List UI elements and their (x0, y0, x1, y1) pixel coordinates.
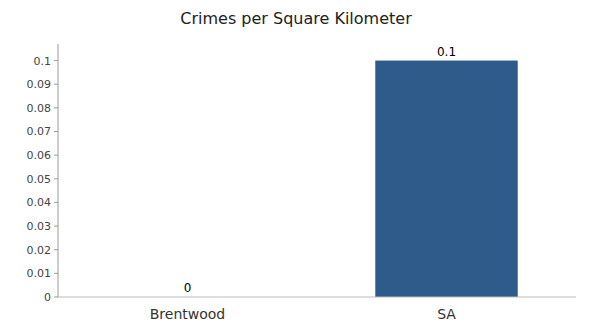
y-tick (54, 155, 58, 156)
y-tick-label: 0.02 (27, 244, 52, 257)
y-tick-label: 0 (44, 291, 51, 304)
y-tick (54, 84, 58, 85)
y-tick-label: 0.09 (27, 78, 52, 91)
y-tick (54, 107, 58, 108)
x-axis-line (58, 297, 576, 298)
data-label: 0.1 (437, 45, 456, 59)
bar (375, 61, 517, 297)
y-tick-label: 0.01 (27, 267, 52, 280)
x-tick-label: SA (437, 306, 456, 322)
y-tick (54, 178, 58, 179)
y-tick-label: 0.07 (27, 125, 52, 138)
chart: Crimes per Square Kilometer 0 0.01 0.02 0.03… (0, 0, 592, 333)
y-tick (54, 249, 58, 250)
y-tick (54, 60, 58, 61)
y-tick (54, 131, 58, 132)
y-tick (54, 226, 58, 227)
y-tick-label: 0.1 (34, 55, 52, 68)
y-tick (54, 273, 58, 274)
y-axis-line (58, 44, 59, 297)
y-tick-label: 0.06 (27, 149, 52, 162)
y-tick-label: 0.08 (27, 102, 52, 115)
y-tick (54, 297, 58, 298)
y-tick-label: 0.03 (27, 220, 52, 233)
y-tick-label: 0.05 (27, 173, 52, 186)
x-tick-label: Brentwood (150, 306, 226, 322)
data-label: 0 (184, 281, 192, 295)
y-tick-label: 0.04 (27, 196, 52, 209)
y-tick (54, 202, 58, 203)
title: Crimes per Square Kilometer (180, 9, 412, 28)
bars (375, 61, 517, 297)
